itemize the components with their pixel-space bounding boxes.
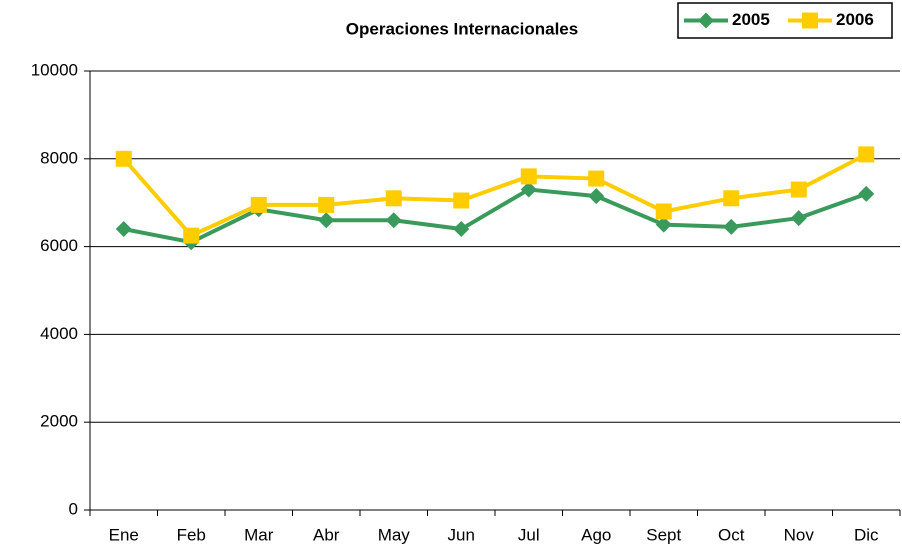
marker bbox=[588, 188, 605, 205]
marker bbox=[318, 196, 335, 213]
legend-label: 2005 bbox=[732, 10, 770, 29]
marker bbox=[385, 212, 402, 229]
marker bbox=[520, 168, 537, 185]
legend-label: 2006 bbox=[836, 10, 874, 29]
marker bbox=[802, 12, 818, 29]
marker bbox=[588, 170, 605, 187]
marker bbox=[655, 203, 672, 220]
marker bbox=[115, 150, 132, 167]
y-tick-label: 4000 bbox=[40, 324, 78, 343]
y-tick-label: 0 bbox=[69, 499, 78, 518]
x-tick-label: Ene bbox=[109, 525, 139, 544]
marker bbox=[520, 181, 537, 198]
marker bbox=[858, 185, 875, 202]
x-tick-label: Dic bbox=[854, 525, 879, 544]
y-tick-label: 2000 bbox=[40, 412, 78, 431]
marker bbox=[723, 190, 740, 207]
marker bbox=[790, 181, 807, 198]
y-tick-label: 10000 bbox=[31, 60, 78, 79]
marker bbox=[698, 12, 714, 29]
marker bbox=[790, 210, 807, 227]
x-tick-label: Ago bbox=[581, 525, 611, 544]
legend: 2005 2006 bbox=[677, 2, 893, 39]
series-line bbox=[123, 187, 867, 245]
marker bbox=[858, 146, 875, 163]
x-tick-label: Jul bbox=[518, 525, 540, 544]
x-tick-label: Abr bbox=[313, 525, 340, 544]
chart-title: Operaciones Internacionales bbox=[346, 19, 578, 38]
marker bbox=[453, 221, 470, 238]
marker bbox=[318, 212, 335, 229]
x-tick-label: Oct bbox=[718, 525, 745, 544]
marker bbox=[115, 221, 132, 238]
x-tick-label: Nov bbox=[784, 525, 815, 544]
y-tick-label: 8000 bbox=[40, 148, 78, 167]
marker bbox=[183, 227, 200, 244]
x-tick-label: Jun bbox=[448, 525, 475, 544]
y-tick-label: 6000 bbox=[40, 236, 78, 255]
marker bbox=[453, 192, 470, 209]
x-tick-label: May bbox=[378, 525, 411, 544]
series-line bbox=[122, 152, 868, 239]
marker bbox=[723, 218, 740, 235]
marker bbox=[655, 216, 672, 233]
marker bbox=[250, 196, 267, 213]
x-tick-label: Mar bbox=[244, 525, 274, 544]
x-tick-label: Sept bbox=[646, 525, 681, 544]
x-tick-label: Feb bbox=[177, 525, 206, 544]
marker bbox=[385, 190, 402, 207]
